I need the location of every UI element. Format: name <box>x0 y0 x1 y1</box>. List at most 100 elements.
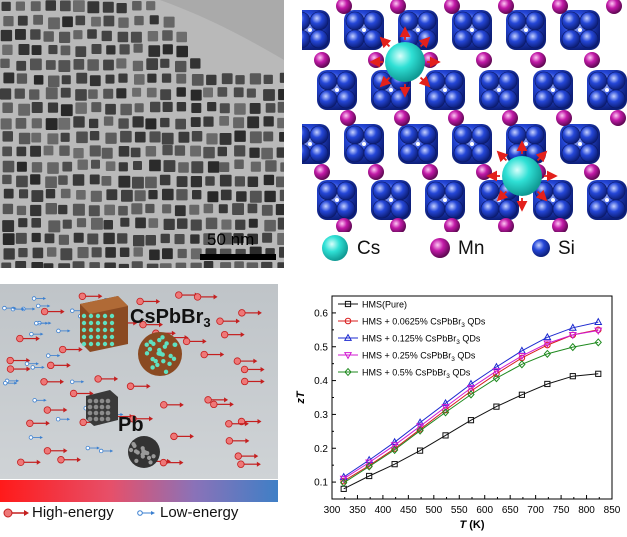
data-point <box>569 373 576 380</box>
data-point <box>492 368 501 376</box>
data-point <box>416 418 425 426</box>
legend-entry: HMS + 0.125% CsPbBr3 QDs <box>338 333 481 347</box>
y-tick-label: 0.3 <box>314 410 328 421</box>
data-point <box>518 391 525 398</box>
data-point <box>492 374 501 383</box>
legend-label: HMS(Pure) <box>362 300 407 310</box>
x-axis: 300 350 400 450 500 550 600 650 700 750 800 850 <box>324 495 621 516</box>
high-energy-label: High-energy <box>32 504 114 521</box>
x-tick-label: 400 <box>375 505 392 516</box>
legend-label: HMS + 0.5% CsPbBr3 QDs <box>362 368 471 381</box>
x-tick-label: 800 <box>578 505 595 516</box>
x-tick-label: 700 <box>527 505 544 516</box>
nanocube-field <box>0 0 284 268</box>
data-point <box>517 352 526 361</box>
data-point <box>595 370 602 377</box>
series-line <box>343 373 599 490</box>
pb-sphere <box>128 436 160 468</box>
data-point <box>568 332 577 340</box>
x-tick-label: 850 <box>604 505 621 516</box>
cspbbr3-nanocube <box>80 296 128 352</box>
data-point <box>594 317 603 325</box>
schematic-legend-icons <box>3 508 155 518</box>
y-tick-label: 0.5 <box>314 342 328 353</box>
x-tick-label: 450 <box>400 505 417 516</box>
data-point <box>493 403 500 410</box>
crystal-legend: Cs Mn Si <box>302 232 627 268</box>
cspbbr3-sphere <box>138 332 182 376</box>
data-point <box>365 459 374 467</box>
y-tick-label: 0.1 <box>314 478 328 489</box>
cs-atoms <box>369 26 558 212</box>
legend-entry: HMS + 0.25% CsPbBr3 QDs <box>338 351 476 364</box>
si-legend-icon <box>532 239 550 257</box>
data-point <box>568 323 577 331</box>
data-point <box>544 380 551 388</box>
x-tick-label: 500 <box>425 505 442 516</box>
data-point <box>416 426 424 435</box>
y-axis: 0.1 0.2 0.3 0.4 0.5 0.6 <box>314 295 336 489</box>
legend-label: HMS + 0.25% CsPbBr3 QDs <box>362 351 476 364</box>
mn-legend-label: Mn <box>458 238 485 259</box>
low-energy-icon <box>137 510 155 516</box>
series-0 <box>340 370 602 492</box>
zt-chart: 300 350 400 450 500 550 600 650 700 750 800 850 0.1 0… <box>284 284 627 532</box>
data-point <box>340 478 348 487</box>
scale-bar-label: 50 nm <box>207 230 255 249</box>
y-axis-label: zT <box>295 390 307 405</box>
data-point <box>569 342 577 352</box>
phonon-scattering-schematic: CsPbBr3 Pb High-energy Low-energy <box>0 284 278 532</box>
mn-legend-icon <box>430 238 450 258</box>
si-legend-label: Si <box>558 238 575 259</box>
data-point <box>466 385 476 393</box>
legend-label: HMS + 0.125% CsPbBr3 QDs <box>362 334 481 347</box>
data-point <box>390 445 399 455</box>
x-tick-label: 600 <box>476 505 493 516</box>
tem-micrograph: 50 nm <box>0 0 284 268</box>
y-tick-label: 0.2 <box>314 444 328 455</box>
series-line <box>343 341 599 484</box>
legend-entry: HMS + 0.0625% CsPbBr3 QDs <box>338 317 486 330</box>
scale-bar <box>200 254 276 260</box>
low-energy-label: Low-energy <box>160 504 239 521</box>
series-3 <box>339 327 603 484</box>
data-point <box>543 349 552 359</box>
data-point <box>518 360 526 369</box>
x-tick-label: 350 <box>349 505 366 516</box>
legend-label: HMS + 0.0625% CsPbBr3 QDs <box>362 317 486 330</box>
data-point <box>340 485 347 492</box>
data-point <box>365 462 373 471</box>
x-tick-label: 550 <box>451 505 468 516</box>
data-point <box>467 417 475 424</box>
chart-legend: HMS(Pure) HMS + 0.0625% CsPbBr3 QDs HMS + … <box>338 300 486 381</box>
data-point <box>416 423 425 431</box>
y-tick-label: 0.4 <box>314 376 328 387</box>
data-point <box>543 332 552 341</box>
legend-marker <box>343 333 353 341</box>
data-point <box>594 338 602 347</box>
x-tick-label: 750 <box>553 505 570 516</box>
data-point <box>441 408 450 417</box>
zt-chart-svg: 300 350 400 450 500 550 600 650 700 750 800 8500.10… <box>295 295 621 531</box>
series-line <box>343 321 599 478</box>
tem-image <box>0 0 284 268</box>
x-tick-label: 300 <box>324 505 341 516</box>
data-point <box>441 398 450 407</box>
legend-entry: HMS + 0.5% CsPbBr3 QDs <box>338 368 471 381</box>
data-point <box>441 404 450 412</box>
data-point <box>492 362 501 370</box>
series-4 <box>340 338 602 487</box>
data-point <box>594 327 603 335</box>
crystal-structure-diagram <box>290 0 627 234</box>
data-point <box>416 447 424 454</box>
legend-marker <box>344 300 352 308</box>
data-point <box>390 437 399 446</box>
schematic-drawing <box>2 291 265 468</box>
cspbbr3-label: CsPbBr3 <box>130 306 211 330</box>
legend-marker <box>343 352 353 360</box>
data-point <box>391 461 398 468</box>
legend-entry: HMS(Pure) <box>338 300 407 310</box>
high-energy-icon <box>3 508 29 518</box>
cs-legend-label: Cs <box>357 238 381 259</box>
data-point <box>543 340 552 348</box>
